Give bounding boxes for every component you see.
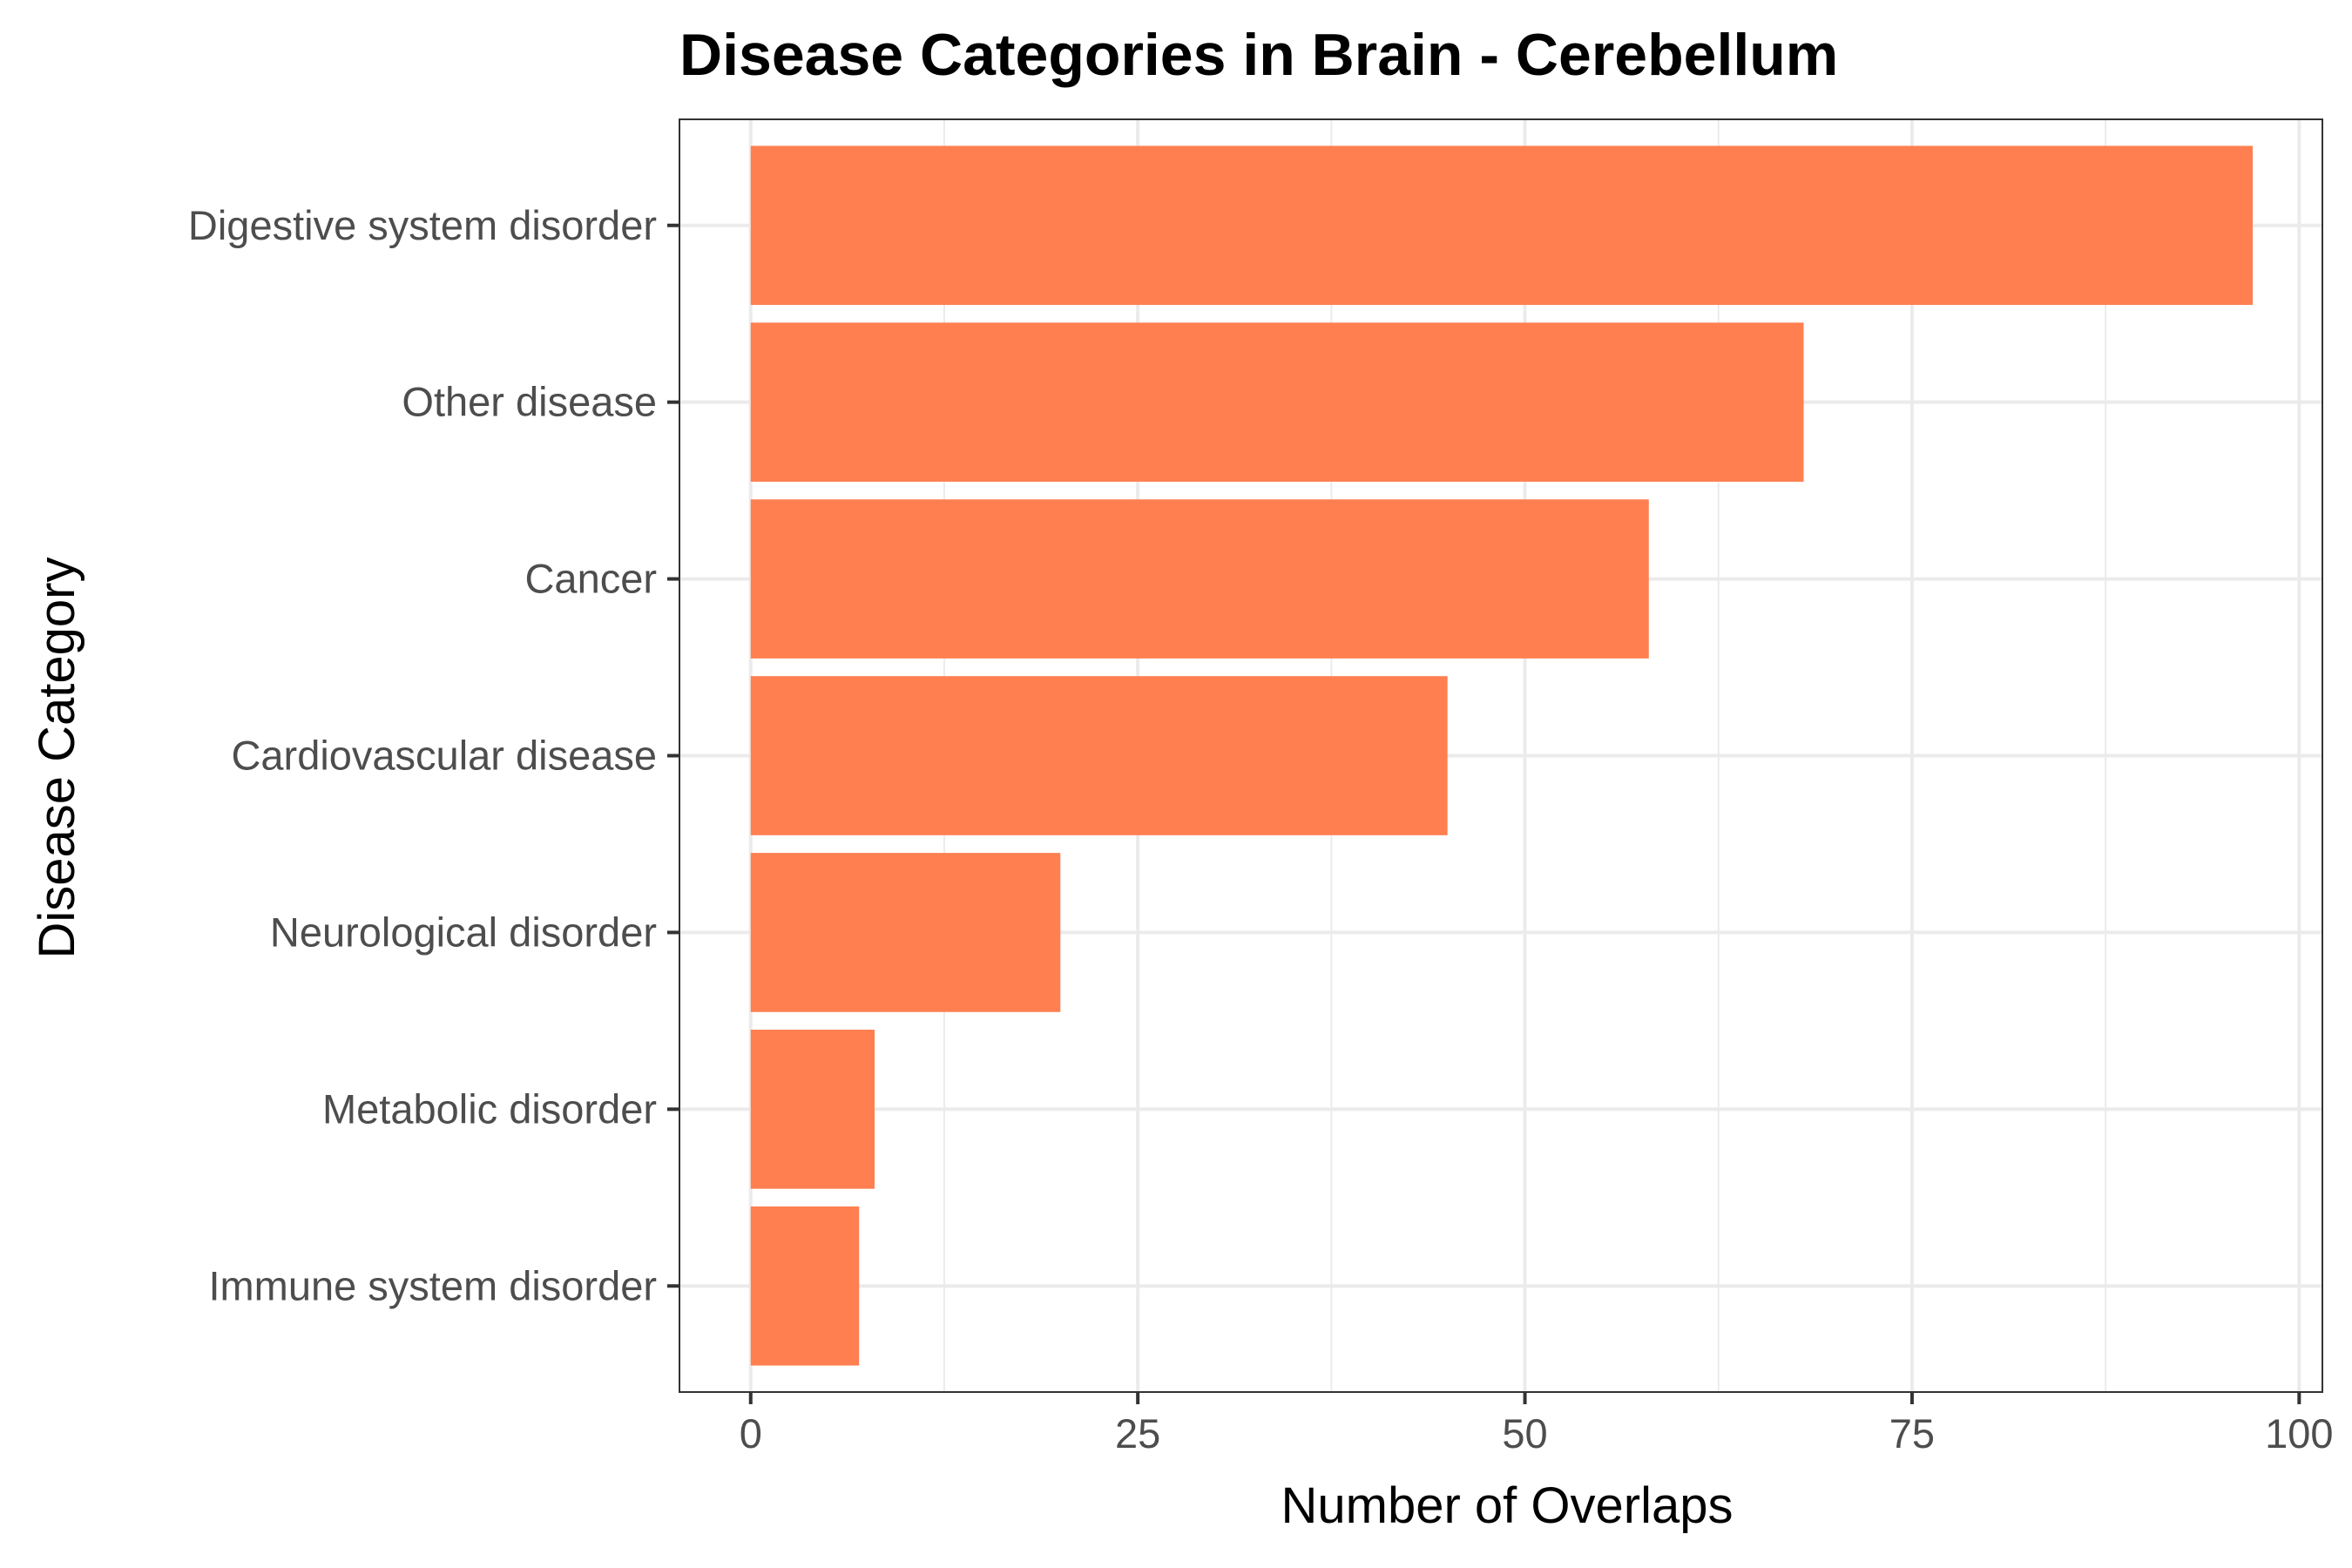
chart-title: Disease Categories in Brain - Cerebellum [679,22,1838,88]
x-tick-label: 100 [2265,1410,2333,1456]
axes: Digestive system disorder Other disease Ca… [188,202,2334,1456]
y-tick-label: Cancer [524,556,657,602]
x-tick-label: 25 [1115,1410,1160,1456]
y-tick-label: Other disease [402,379,657,425]
y-tick-label: Metabolic disorder [322,1085,657,1132]
y-tick-label: Immune system disorder [208,1262,657,1308]
y-tick-label: Neurological disorder [270,909,657,955]
x-axis-title: Number of Overlaps [1281,1477,1734,1534]
bars [750,145,2254,1366]
bar [750,1030,875,1189]
y-tick-label: Cardiovascular disease [231,733,657,779]
bar [750,499,1649,659]
x-tick-label: 75 [1889,1410,1935,1456]
y-tick-label: Digestive system disorder [188,202,657,248]
bar [750,676,1448,835]
bar [750,853,1061,1012]
y-axis-title: Disease Category [29,558,85,959]
x-tick-label: 0 [740,1410,762,1456]
bar [750,322,1804,482]
bar [750,1206,860,1366]
bar [750,145,2254,306]
x-tick-label: 50 [1502,1410,1547,1456]
